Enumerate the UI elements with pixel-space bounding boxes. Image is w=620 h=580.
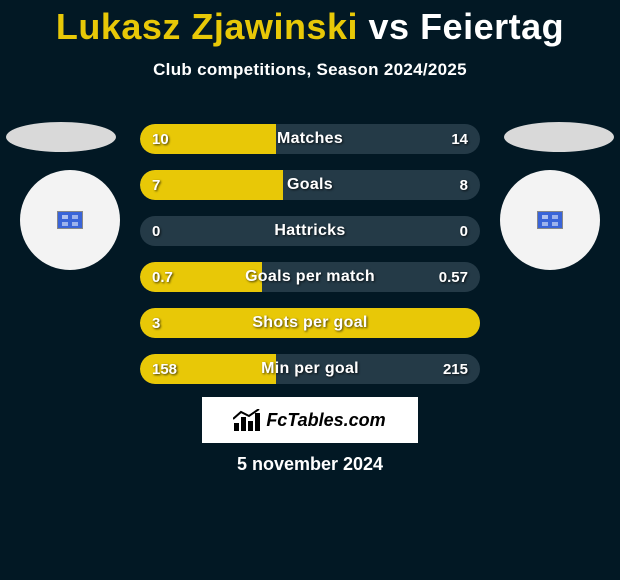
player2-name: Feiertag <box>420 6 564 47</box>
stat-bar: 10Matches14 <box>140 124 480 154</box>
stat-bar: 7Goals8 <box>140 170 480 200</box>
stat-bar: 0Hattricks0 <box>140 216 480 246</box>
stat-bars: 10Matches14 7Goals8 0Hattricks0 0.7Goals pe… <box>140 124 480 400</box>
comparison-title: Lukasz Zjawinski vs Feiertag <box>0 0 620 48</box>
player1-name: Lukasz Zjawinski <box>56 6 358 47</box>
stat-value-right: 8 <box>460 170 468 200</box>
barchart-icon <box>234 409 260 431</box>
stat-value-right: 0 <box>460 216 468 246</box>
fctables-logo: FcTables.com <box>202 397 418 443</box>
stat-bar: 3Shots per goal <box>140 308 480 338</box>
stat-label: Shots per goal <box>140 308 480 338</box>
stat-value-right: 14 <box>451 124 468 154</box>
stat-value-right: 0.57 <box>439 262 468 292</box>
flag-icon <box>537 211 563 229</box>
flag-icon <box>57 211 83 229</box>
logo-text: FcTables.com <box>266 410 385 431</box>
stat-value-right: 215 <box>443 354 468 384</box>
stat-label: Goals per match <box>140 262 480 292</box>
player2-avatar-placeholder <box>504 122 614 152</box>
player1-club-badge <box>20 170 120 270</box>
date: 5 november 2024 <box>0 454 620 475</box>
vs-text: vs <box>369 6 410 47</box>
stat-label: Goals <box>140 170 480 200</box>
subtitle: Club competitions, Season 2024/2025 <box>0 60 620 80</box>
player2-club-badge <box>500 170 600 270</box>
stat-bar: 0.7Goals per match0.57 <box>140 262 480 292</box>
stat-label: Hattricks <box>140 216 480 246</box>
stat-label: Matches <box>140 124 480 154</box>
stat-label: Min per goal <box>140 354 480 384</box>
player1-avatar-placeholder <box>6 122 116 152</box>
stat-bar: 158Min per goal215 <box>140 354 480 384</box>
